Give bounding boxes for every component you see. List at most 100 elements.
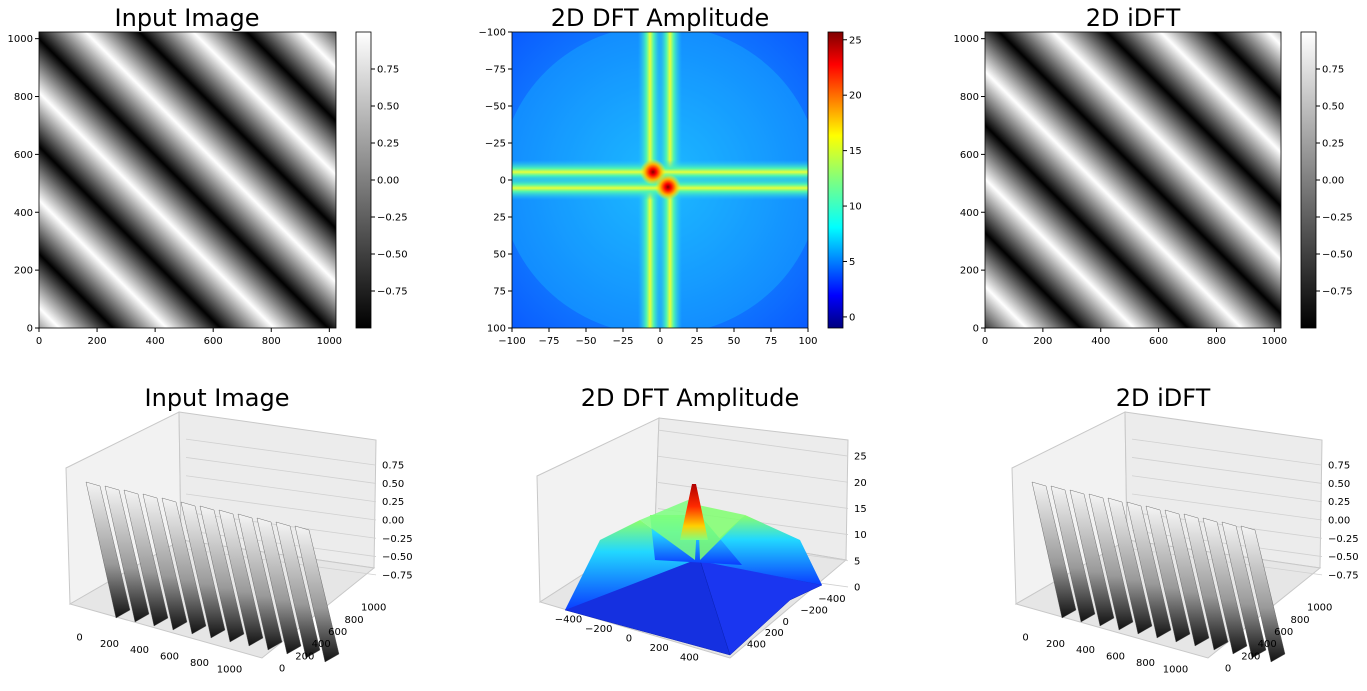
colorbar-tick-label: −0.25 [1322, 213, 1353, 224]
y-tick-label: 200 [765, 628, 784, 639]
y-tick-label: 0 [973, 324, 979, 335]
y-tick-label: 800 [1291, 615, 1310, 626]
z-tick-label: −0.75 [1328, 570, 1359, 581]
x-tick-label: 400 [680, 653, 699, 664]
x-tick-label: −100 [498, 336, 525, 347]
x-tick-label: 1000 [1262, 336, 1287, 347]
y-tick-label: 0 [1225, 663, 1231, 674]
colorbar-tick-label: 0 [849, 312, 855, 323]
x-tick-label: 400 [1091, 336, 1110, 347]
z-tick-label: 10 [854, 530, 867, 541]
chart-title: 2D iDFT [1086, 4, 1181, 32]
x-tick-label: 600 [1149, 336, 1168, 347]
surface-sheet [1107, 497, 1153, 635]
surface-sheet [180, 501, 226, 639]
y-tick-label: 25 [493, 213, 506, 224]
x-tick-label: 50 [728, 336, 741, 347]
x-tick-label: −200 [585, 624, 612, 635]
colorbar-tick-label: 0.25 [377, 139, 399, 150]
chart-title: Input Image [115, 4, 260, 32]
gridline [185, 457, 377, 484]
x-tick-label: 800 [1207, 336, 1226, 347]
surface-sheet [1031, 481, 1077, 619]
surface-sheet [1126, 501, 1172, 639]
colorbar-tick-label: 0.50 [377, 102, 399, 113]
panel-dft-amplitude-3d: 2D DFT Amplitude −400−20002004004002000−… [536, 384, 867, 664]
x-tick-label: 0 [626, 634, 632, 645]
image-area [39, 32, 336, 328]
axis-ticks: 0 200 400 600 800 1000 0 200 400 600 800 1000 [8, 34, 343, 347]
colorbar-tick-label: −0.50 [1322, 250, 1353, 261]
colorbar-tick-label: 0.25 [1322, 139, 1344, 150]
z-tick-label: 0 [854, 582, 860, 593]
x-tick-label: 800 [262, 336, 281, 347]
colorbar-tick-label: −0.75 [377, 287, 408, 298]
x-tick-label: 600 [160, 652, 179, 663]
surface [564, 484, 823, 656]
gridline [1131, 475, 1323, 503]
axes-frame [38, 31, 337, 329]
y-tick-label: 800 [14, 92, 33, 103]
x-tick-label: −50 [575, 336, 596, 347]
x-tick-label: 0 [76, 632, 82, 643]
x-tick-label: 800 [190, 658, 209, 669]
surface-sheet [1050, 485, 1096, 623]
x-tick-label: 75 [765, 336, 778, 347]
axis-ticks: 0 200 400 600 800 1000 0 200 400 600 800 1000 [954, 34, 1288, 347]
y-tick-label: 600 [14, 150, 33, 161]
panel-idft: 2D iDFT 0 200 400 600 800 1000 0 200 400 600 800 10… [954, 4, 1353, 347]
z-tick-label: 0.25 [382, 497, 404, 508]
z-tick-label: 0.25 [1328, 497, 1350, 508]
gridline [185, 493, 377, 521]
colorbar-tick-label: −0.75 [1322, 287, 1353, 298]
colorbar-ticks: 0.75 0.50 0.25 0.00 −0.25 −0.50 −0.75 [1316, 65, 1353, 298]
z-tick-label: 25 [854, 452, 867, 463]
axes-frame [984, 31, 1282, 329]
image-area [985, 32, 1281, 328]
y-tick-label: 200 [295, 651, 314, 662]
x-tick-label: 1000 [217, 664, 242, 675]
chart-title: 2D iDFT [1116, 384, 1211, 412]
x-tick-label: 0 [36, 336, 42, 347]
gridline [185, 475, 377, 503]
y-tick-label: 200 [14, 266, 33, 277]
y-tick-label: 1000 [8, 34, 33, 45]
colorbar-tick-label: 0.00 [377, 176, 399, 187]
x-tick-label: 0 [657, 336, 663, 347]
z-tick-label: 0.00 [1328, 516, 1350, 527]
surface-sheet [1221, 521, 1267, 659]
x-tick-label: 600 [204, 336, 223, 347]
x-tick-label: 100 [798, 336, 817, 347]
surface-sheet [1145, 505, 1191, 643]
colorbar-tick-label: 0.75 [1322, 65, 1344, 76]
surface-sheet [275, 521, 321, 659]
z-tick-label: −0.25 [1328, 534, 1359, 545]
x-tick-label: 400 [146, 336, 165, 347]
surface-sheet [142, 493, 188, 631]
y-tick-label: 1000 [361, 603, 386, 614]
y-tick-label: 400 [312, 639, 331, 650]
y-tick-label: 0 [783, 617, 789, 628]
colorbar [1300, 31, 1317, 329]
z-tick-label: 0.75 [1328, 461, 1350, 472]
x-tick-label: 200 [1033, 336, 1052, 347]
y-tick-label: 400 [747, 639, 766, 650]
surface-sheet [104, 485, 150, 623]
x-tick-label: 200 [650, 643, 669, 654]
chart-title: 2D DFT Amplitude [581, 384, 800, 412]
y-tick-label: 0 [279, 663, 285, 674]
surface-sheets [85, 481, 340, 663]
peak-marker [655, 174, 681, 200]
colorbar-tick-label: −0.50 [377, 250, 408, 261]
chart-title: 2D DFT Amplitude [551, 4, 770, 32]
surface-sheet [1183, 513, 1229, 651]
y-tick-label: 100 [487, 324, 506, 335]
z-tick-label: 0.00 [382, 516, 404, 527]
y-tick-label: 600 [1274, 627, 1293, 638]
y-tick-label: 400 [960, 208, 979, 219]
x-tick-label: 1000 [1163, 664, 1188, 675]
